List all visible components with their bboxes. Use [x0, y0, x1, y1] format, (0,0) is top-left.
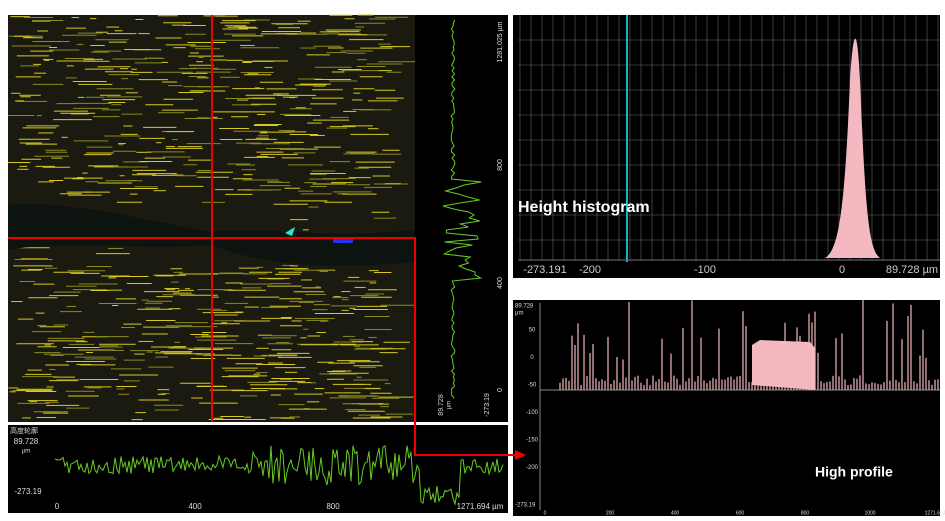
min-label: -273.19 [484, 393, 491, 417]
tick-label: 50 [529, 328, 536, 334]
tick-label: 400 [497, 277, 504, 289]
profile-title: 高度轮廓 [10, 426, 38, 435]
tick-label: 600 [736, 510, 745, 516]
profile-title: High profile [815, 464, 893, 480]
tick-label: -150 [526, 438, 539, 444]
horizontal-profile-panel [8, 425, 508, 513]
tick-label: -273.191 [523, 264, 566, 276]
tick-label: -100 [526, 410, 539, 416]
vertical-profile-panel [415, 15, 508, 422]
min-label: -273.19 [515, 503, 536, 509]
tick-label: -100 [694, 264, 716, 276]
tick-label: 1271.694 [925, 510, 945, 516]
profile-plateau [752, 340, 815, 390]
page: Height histogram High profile 高度轮廓 89.72… [0, 0, 945, 516]
tick-label: 200 [606, 510, 615, 516]
tick-label: 400 [188, 502, 202, 511]
tick-label: 89.728 µm [886, 264, 938, 276]
histogram-title: Height histogram [518, 199, 650, 216]
tick-label: 800 [497, 159, 504, 171]
tick-label: 800 [326, 502, 340, 511]
min-label: -273.19 [14, 487, 42, 496]
tick-label: 0 [55, 502, 60, 511]
tick-label: 400 [671, 510, 680, 516]
tick-label: 1000 [864, 510, 875, 516]
tick-label: -200 [526, 465, 539, 471]
unit-label: µm [447, 401, 453, 409]
max-label: 89.728 [515, 304, 534, 310]
tick-label: 1271.694 µm [457, 502, 504, 511]
tick-label: 800 [801, 510, 810, 516]
top-label: 1281.025 µm [497, 21, 504, 62]
tick-label: -50 [528, 383, 537, 389]
unit-label: µm [22, 449, 30, 455]
max-label: 89.728 [14, 437, 39, 446]
screen: Height histogram High profile 高度轮廓 89.72… [0, 0, 945, 516]
histogram-panel [513, 15, 940, 278]
tick-label: 0 [544, 510, 547, 516]
tick-label: 0 [497, 388, 504, 392]
max-label: 89.728 [438, 394, 445, 416]
tick-label: -200 [579, 264, 601, 276]
unit-label: µm [515, 311, 523, 317]
tick-label: 0 [839, 264, 845, 276]
high-profile-panel [513, 300, 940, 516]
